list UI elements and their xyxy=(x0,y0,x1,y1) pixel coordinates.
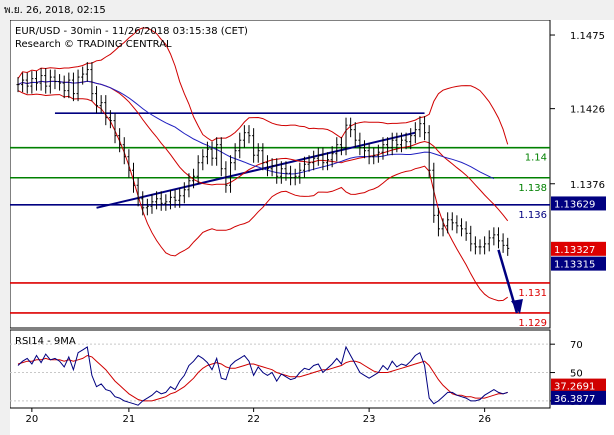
rsi-panel xyxy=(10,329,551,409)
x-tick-label-3: 23 xyxy=(363,414,376,425)
x-axis: 20 21 22 23 26 xyxy=(25,408,491,425)
chart-source: Research © TRADING CENTRAL xyxy=(15,39,172,50)
level-label-4: 1.129 xyxy=(518,318,547,329)
price-tick-label-1: 1.1426 xyxy=(570,105,605,116)
forecast-arrow-head xyxy=(510,298,523,314)
rsi-badge-label-0: 37.2691 xyxy=(554,382,595,393)
rsi-badge-label-1: 36.3877 xyxy=(554,394,595,405)
price-badge-label-0: 1.13629 xyxy=(554,199,595,210)
rsi-line xyxy=(17,345,508,406)
price-badge-1 xyxy=(551,241,606,256)
rsi-ma-line xyxy=(17,354,508,402)
price-panel-border xyxy=(10,20,551,329)
chart-title: EUR/USD - 30min - 11/26/2018 03:15:38 (C… xyxy=(15,26,248,37)
chart-frame: 1.14 1.138 1.136 1.131 1.129 20 21 22 23 26 1.14… xyxy=(10,20,614,435)
x-tick-label-1: 21 xyxy=(123,414,136,425)
top-bar: พ.ย. 26, 2018, 02:15 xyxy=(0,0,614,20)
price-axis: 1.1475 1.1426 1.1376 1.13629 1.13327 1.13315 xyxy=(550,31,606,271)
price-badge-label-2: 1.13315 xyxy=(554,260,595,271)
rsi-badge-0 xyxy=(551,378,606,393)
rsi-badge-1 xyxy=(551,390,606,405)
price-badge-0 xyxy=(551,196,606,211)
price-badge-label-1: 1.13327 xyxy=(554,245,595,256)
price-tick-label-2: 1.1376 xyxy=(570,180,605,191)
rsi-tick-label-0: 70 xyxy=(570,340,583,351)
rsi-tick-label-1: 50 xyxy=(570,369,583,380)
rsi-title: RSI14 - 9MA xyxy=(15,336,76,347)
level-label-2: 1.136 xyxy=(518,210,547,221)
trendline xyxy=(96,131,416,209)
bollinger-upper xyxy=(17,27,509,145)
price-tick-label-0: 1.1475 xyxy=(570,31,605,42)
price-panel: 1.14 1.138 1.136 1.131 1.129 xyxy=(10,20,551,329)
x-tick-label-4: 26 xyxy=(478,414,491,425)
level-label-3: 1.131 xyxy=(518,288,547,299)
price-badge-2 xyxy=(551,256,606,271)
level-label-1: 1.138 xyxy=(518,183,547,194)
date-line: พ.ย. 26, 2018, 02:15 xyxy=(4,5,106,16)
chart-svg: 1.14 1.138 1.136 1.131 1.129 20 21 22 23 26 1.14… xyxy=(10,20,606,425)
x-tick-label-2: 22 xyxy=(247,414,260,425)
level-label-0: 1.14 xyxy=(525,153,547,164)
x-tick-label-0: 20 xyxy=(25,414,38,425)
moving-average xyxy=(17,80,495,180)
bollinger-lower xyxy=(17,90,508,302)
